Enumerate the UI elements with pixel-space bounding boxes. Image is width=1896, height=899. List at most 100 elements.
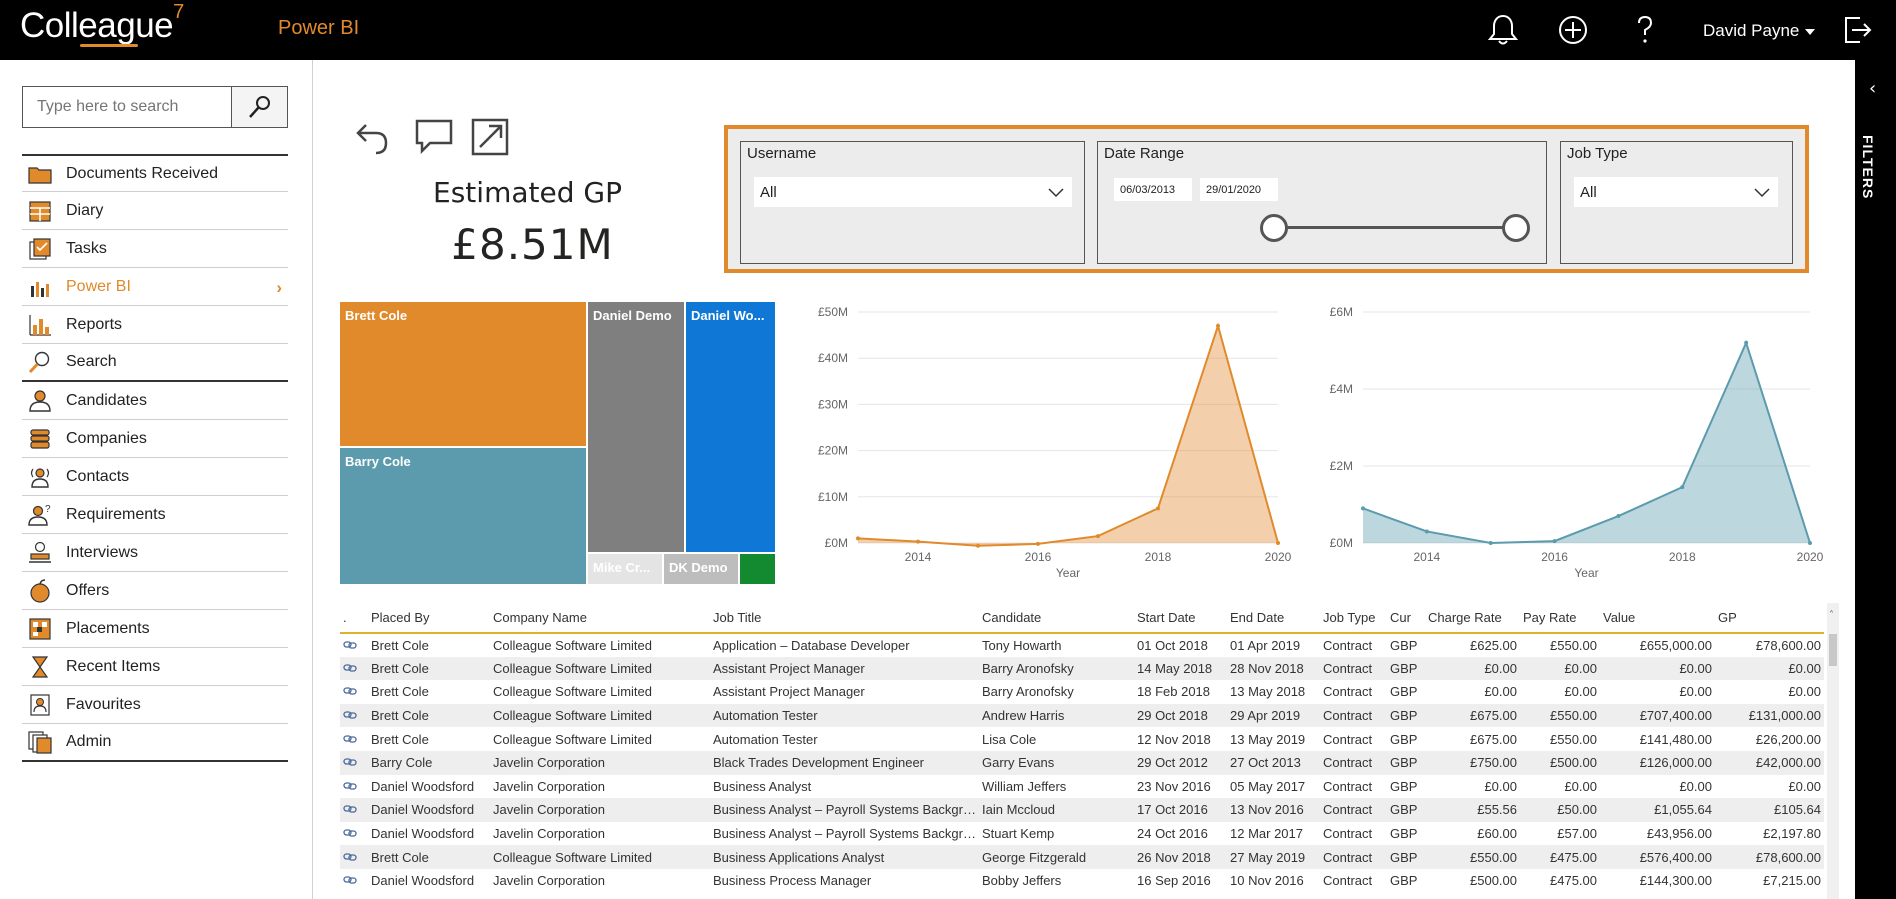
search-button[interactable]	[231, 87, 287, 127]
table-row[interactable]: Brett Cole Colleague Software Limited Busi…	[340, 845, 1824, 869]
treemap-tile[interactable]: Brett Cole	[340, 302, 588, 448]
sidebar-item-documents-received[interactable]: Documents Received	[22, 154, 288, 192]
link-icon[interactable]	[340, 845, 368, 869]
sidebar-nav: Documents Received Diary Tasks Power BI › Rep…	[22, 154, 288, 762]
data-point[interactable]	[976, 543, 980, 548]
column-header[interactable]: Job Title	[710, 603, 979, 634]
link-icon[interactable]	[340, 703, 368, 728]
table-row[interactable]: Daniel Woodsford Javelin Corporation Busin…	[340, 775, 1824, 799]
data-point[interactable]	[1036, 541, 1040, 546]
data-point[interactable]	[856, 536, 860, 541]
data-point[interactable]	[1616, 514, 1621, 519]
sidebar-item-recent-items[interactable]: Recent Items	[22, 648, 288, 686]
username-dropdown[interactable]: All	[754, 177, 1072, 207]
treemap-tile[interactable]: Mike Cr...	[588, 554, 664, 586]
table-row[interactable]: Daniel Woodsford Javelin Corporation Busin…	[340, 798, 1824, 822]
chevron-left-icon[interactable]: ‹	[1869, 78, 1877, 99]
table-row[interactable]: Brett Cole Colleague Software Limited Assi…	[340, 656, 1824, 681]
logout-icon[interactable]	[1840, 12, 1876, 48]
plus-circle-icon[interactable]	[1555, 12, 1591, 48]
sidebar-item-reports[interactable]: Reports	[22, 306, 288, 344]
table-row[interactable]: Daniel Woodsford Javelin Corporation Busin…	[340, 869, 1824, 893]
data-point[interactable]	[1808, 541, 1812, 545]
table-cell: £707,400.00	[1600, 703, 1715, 728]
data-point[interactable]	[1488, 541, 1493, 545]
date-range-start-handle[interactable]	[1260, 214, 1288, 242]
table-row[interactable]: Barry Cole Javelin Corporation Black Trade…	[340, 750, 1824, 775]
column-header[interactable]: Value	[1600, 603, 1715, 634]
search-input[interactable]	[23, 87, 231, 127]
table-scroll-thumb[interactable]	[1829, 634, 1837, 666]
date-range-end-handle[interactable]	[1502, 214, 1530, 242]
column-header[interactable]: Job Type	[1320, 603, 1387, 634]
link-icon[interactable]	[340, 656, 368, 681]
help-icon[interactable]	[1627, 12, 1663, 48]
column-header[interactable]: End Date	[1227, 603, 1320, 634]
treemap-tile[interactable]: Daniel Wo...	[686, 302, 777, 554]
sidebar-item-search[interactable]: Search	[22, 344, 288, 382]
link-icon[interactable]	[340, 775, 368, 799]
link-icon[interactable]	[340, 750, 368, 775]
filters-pane[interactable]	[1855, 60, 1896, 899]
column-header[interactable]: Placed By	[368, 603, 490, 634]
column-header[interactable]: GP	[1715, 603, 1824, 634]
table-scrollbar[interactable]	[1827, 603, 1839, 899]
expand-icon[interactable]	[470, 117, 510, 157]
column-header[interactable]: Start Date	[1134, 603, 1227, 634]
column-header[interactable]: Company Name	[490, 603, 710, 634]
table-row[interactable]: Brett Cole Colleague Software Limited Auto…	[340, 727, 1824, 751]
sidebar-item-favourites[interactable]: Favourites	[22, 686, 288, 724]
table-row[interactable]: Brett Cole Colleague Software Limited Assi…	[340, 680, 1824, 704]
link-icon[interactable]	[340, 633, 368, 657]
data-point[interactable]	[1276, 541, 1280, 545]
sidebar-item-diary[interactable]: Diary	[22, 192, 288, 230]
column-header[interactable]: Candidate	[979, 603, 1134, 634]
data-point[interactable]	[916, 539, 920, 544]
sidebar-item-tasks[interactable]: Tasks	[22, 230, 288, 268]
end-date-input[interactable]: 29/01/2020	[1200, 178, 1278, 201]
sidebar-item-power-bi[interactable]: Power BI ›	[22, 268, 288, 306]
link-icon[interactable]	[340, 798, 368, 822]
comment-icon[interactable]	[414, 117, 454, 157]
scroll-up-icon[interactable]: ˄	[1829, 610, 1834, 621]
treemap-tile[interactable]: Barry Cole	[340, 448, 588, 586]
bell-icon[interactable]	[1485, 12, 1521, 48]
sidebar-item-interviews[interactable]: Interviews	[22, 534, 288, 572]
user-menu[interactable]: David Payne	[1703, 21, 1816, 41]
data-point[interactable]	[1552, 539, 1557, 544]
treemap-tile[interactable]	[740, 554, 777, 586]
column-header[interactable]: Pay Rate	[1520, 603, 1600, 634]
link-icon[interactable]	[340, 727, 368, 751]
data-point[interactable]	[1424, 529, 1429, 534]
sidebar-item-contacts[interactable]: Contacts	[22, 458, 288, 496]
colleague-logo[interactable]: Colleague7	[20, 1, 184, 46]
treemap-tile[interactable]: DK Demo	[664, 554, 740, 586]
sidebar-item-placements[interactable]: Placements	[22, 610, 288, 648]
sidebar-item-requirements[interactable]: ? Requirements	[22, 496, 288, 534]
table-row[interactable]: Brett Cole Colleague Software Limited Auto…	[340, 703, 1824, 728]
start-date-input[interactable]: 06/03/2013	[1114, 178, 1192, 201]
column-header[interactable]: Cur	[1387, 603, 1425, 634]
data-point[interactable]	[1216, 323, 1220, 328]
data-point[interactable]	[1361, 506, 1365, 511]
data-point[interactable]	[1096, 534, 1100, 539]
undo-icon[interactable]	[352, 117, 392, 157]
data-point[interactable]	[1680, 485, 1685, 490]
data-point[interactable]	[1156, 506, 1160, 511]
job-type-dropdown[interactable]: All	[1574, 177, 1778, 207]
table-cell: £0.00	[1788, 778, 1821, 794]
link-icon[interactable]	[340, 869, 368, 893]
table-row[interactable]: Daniel Woodsford Javelin Corporation Busin…	[340, 822, 1824, 846]
data-point[interactable]	[1744, 340, 1749, 345]
column-header[interactable]: .	[340, 603, 368, 634]
sidebar-item-candidates[interactable]: Candidates	[22, 382, 288, 420]
sidebar-item-offers[interactable]: Offers	[22, 572, 288, 610]
column-header[interactable]: Charge Rate	[1425, 603, 1520, 634]
link-icon[interactable]	[340, 680, 368, 704]
sidebar-item-companies[interactable]: Companies	[22, 420, 288, 458]
table-row[interactable]: Brett Cole Colleague Software Limited Appl…	[340, 633, 1824, 657]
link-icon[interactable]	[340, 822, 368, 846]
filters-label[interactable]: FILTERS	[1860, 135, 1876, 200]
sidebar-item-admin[interactable]: Admin	[22, 724, 288, 762]
treemap-tile[interactable]: Daniel Demo	[588, 302, 686, 554]
